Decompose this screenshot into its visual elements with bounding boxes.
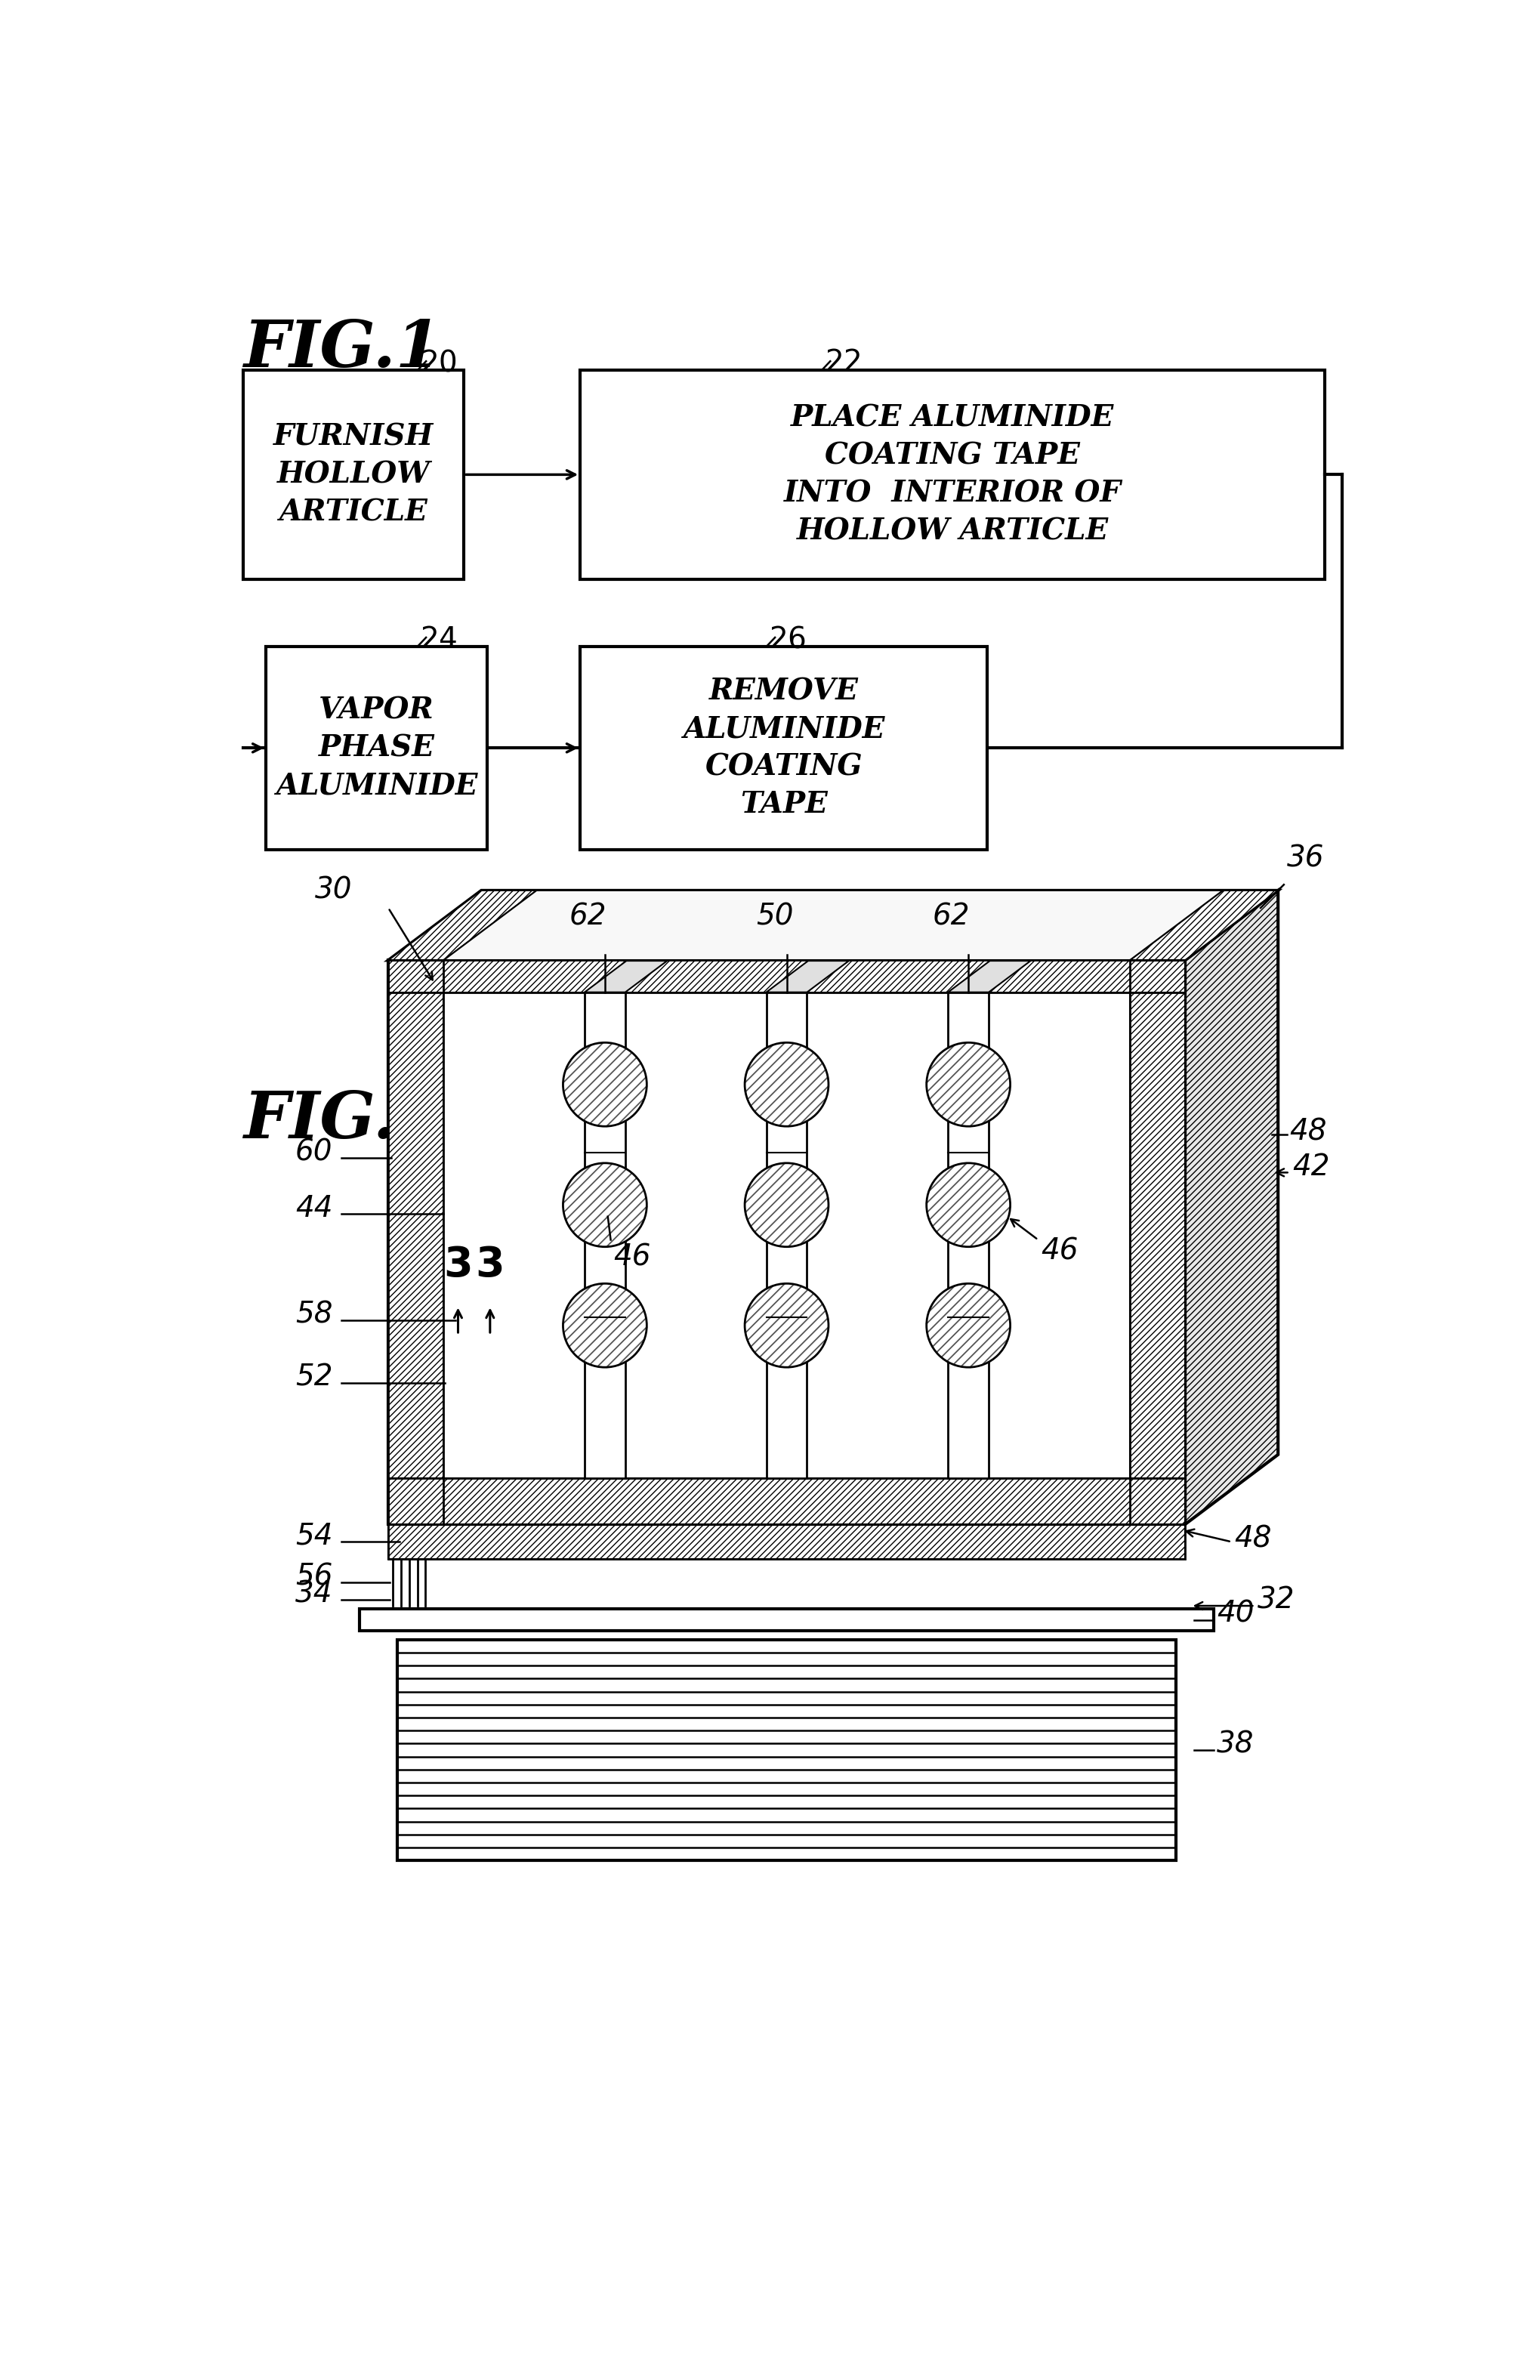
Circle shape	[927, 1042, 1010, 1126]
Text: 34: 34	[296, 1580, 333, 1609]
Bar	[243, 369, 464, 578]
Text: 62: 62	[932, 902, 970, 931]
Text: 32: 32	[1258, 1585, 1295, 1614]
Text: FIG.2: FIG.2	[243, 1088, 440, 1152]
Text: 3: 3	[476, 1245, 505, 1285]
Circle shape	[745, 1164, 829, 1247]
Polygon shape	[388, 890, 536, 959]
Bar	[388, 959, 1184, 992]
Text: 42: 42	[1292, 1152, 1331, 1180]
Text: 60: 60	[296, 1138, 333, 1166]
Text: FIG.1: FIG.1	[243, 317, 440, 381]
Text: 56: 56	[296, 1561, 333, 1592]
Polygon shape	[388, 890, 1278, 959]
Polygon shape	[388, 1526, 1184, 1559]
Bar	[388, 959, 1184, 1526]
Text: VAPOR
PHASE
ALUMINIDE: VAPOR PHASE ALUMINIDE	[276, 695, 477, 800]
Bar	[388, 1478, 1184, 1526]
Polygon shape	[388, 959, 444, 1526]
Circle shape	[745, 1283, 829, 1366]
Text: FURNISH
HOLLOW
ARTICLE: FURNISH HOLLOW ARTICLE	[273, 424, 434, 526]
Polygon shape	[767, 962, 849, 992]
Circle shape	[564, 1164, 647, 1247]
Bar	[1130, 959, 1184, 1526]
Circle shape	[564, 1042, 647, 1126]
Text: 38: 38	[1217, 1730, 1255, 1759]
Circle shape	[927, 1164, 1010, 1247]
Bar	[585, 992, 625, 1478]
Text: $\mathit{20}$: $\mathit{20}$	[420, 347, 457, 376]
Text: 36: 36	[1287, 845, 1324, 873]
Polygon shape	[388, 959, 1184, 992]
Bar	[581, 369, 1324, 578]
Text: $\mathit{26}$: $\mathit{26}$	[768, 626, 807, 655]
Text: 62: 62	[568, 902, 607, 931]
Text: $\mathit{24}$: $\mathit{24}$	[420, 626, 457, 655]
Text: $\mathit{22}$: $\mathit{22}$	[824, 347, 861, 376]
Text: 46: 46	[613, 1242, 651, 1271]
Bar	[767, 992, 807, 1478]
Bar	[388, 1526, 1184, 1559]
Text: 58: 58	[296, 1299, 333, 1328]
Text: 44: 44	[296, 1195, 333, 1223]
Text: 46: 46	[1041, 1238, 1078, 1266]
Polygon shape	[1130, 959, 1184, 1526]
Bar	[397, 1640, 1177, 1861]
Bar	[359, 1609, 1214, 1630]
Text: 54: 54	[296, 1521, 333, 1549]
Bar	[581, 647, 987, 850]
Polygon shape	[388, 1478, 1184, 1526]
Polygon shape	[585, 962, 667, 992]
Text: 50: 50	[756, 902, 793, 931]
Polygon shape	[949, 962, 1030, 992]
Circle shape	[927, 1283, 1010, 1366]
Text: 40: 40	[1217, 1599, 1255, 1628]
Polygon shape	[444, 890, 1223, 959]
Bar	[266, 647, 487, 850]
Circle shape	[564, 1283, 647, 1366]
Text: 52: 52	[296, 1364, 333, 1392]
Text: PLACE ALUMINIDE
COATING TAPE
INTO  INTERIOR OF
HOLLOW ARTICLE: PLACE ALUMINIDE COATING TAPE INTO INTERI…	[784, 405, 1121, 545]
Polygon shape	[1130, 890, 1278, 959]
Bar	[949, 992, 989, 1478]
Text: 30: 30	[314, 876, 353, 904]
Bar	[388, 959, 444, 1526]
Circle shape	[745, 1042, 829, 1126]
Text: 48: 48	[1235, 1526, 1272, 1554]
Text: 48: 48	[1289, 1119, 1327, 1147]
Text: REMOVE
ALUMINIDE
COATING
TAPE: REMOVE ALUMINIDE COATING TAPE	[682, 676, 884, 819]
Text: 3: 3	[444, 1245, 473, 1285]
Polygon shape	[1184, 890, 1278, 1526]
Bar	[444, 992, 1130, 1478]
